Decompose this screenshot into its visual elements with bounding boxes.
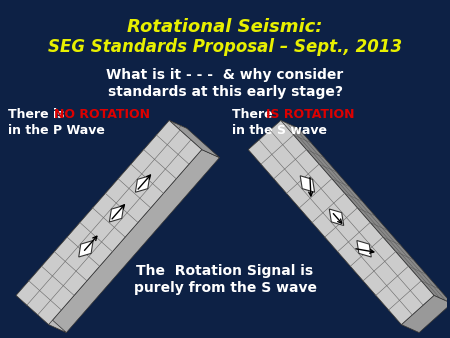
Text: SEG Standards Proposal – Sept., 2013: SEG Standards Proposal – Sept., 2013: [48, 38, 402, 56]
Polygon shape: [357, 241, 371, 257]
Text: purely from the S wave: purely from the S wave: [134, 281, 316, 295]
Polygon shape: [16, 295, 67, 333]
Polygon shape: [49, 150, 220, 333]
Text: in the P Wave: in the P Wave: [8, 124, 104, 137]
Text: There is: There is: [8, 108, 68, 121]
Text: The  Rotation Signal is: The Rotation Signal is: [136, 264, 314, 278]
Polygon shape: [401, 295, 450, 333]
Text: Rotational Seismic:: Rotational Seismic:: [127, 18, 323, 36]
Polygon shape: [79, 241, 93, 257]
Polygon shape: [135, 176, 150, 192]
Polygon shape: [16, 120, 187, 304]
Polygon shape: [248, 120, 434, 324]
Polygon shape: [300, 176, 315, 192]
Polygon shape: [16, 120, 202, 324]
Polygon shape: [109, 206, 124, 222]
Text: in the S wave: in the S wave: [232, 124, 327, 137]
Polygon shape: [248, 120, 299, 158]
Polygon shape: [248, 150, 419, 333]
Text: standards at this early stage?: standards at this early stage?: [108, 85, 342, 99]
Polygon shape: [169, 120, 220, 158]
Polygon shape: [281, 120, 450, 304]
Text: IS ROTATION: IS ROTATION: [266, 108, 355, 121]
Polygon shape: [329, 209, 344, 225]
Text: NO ROTATION: NO ROTATION: [54, 108, 150, 121]
Text: There: There: [232, 108, 277, 121]
Text: What is it - - -  & why consider: What is it - - - & why consider: [106, 68, 344, 82]
